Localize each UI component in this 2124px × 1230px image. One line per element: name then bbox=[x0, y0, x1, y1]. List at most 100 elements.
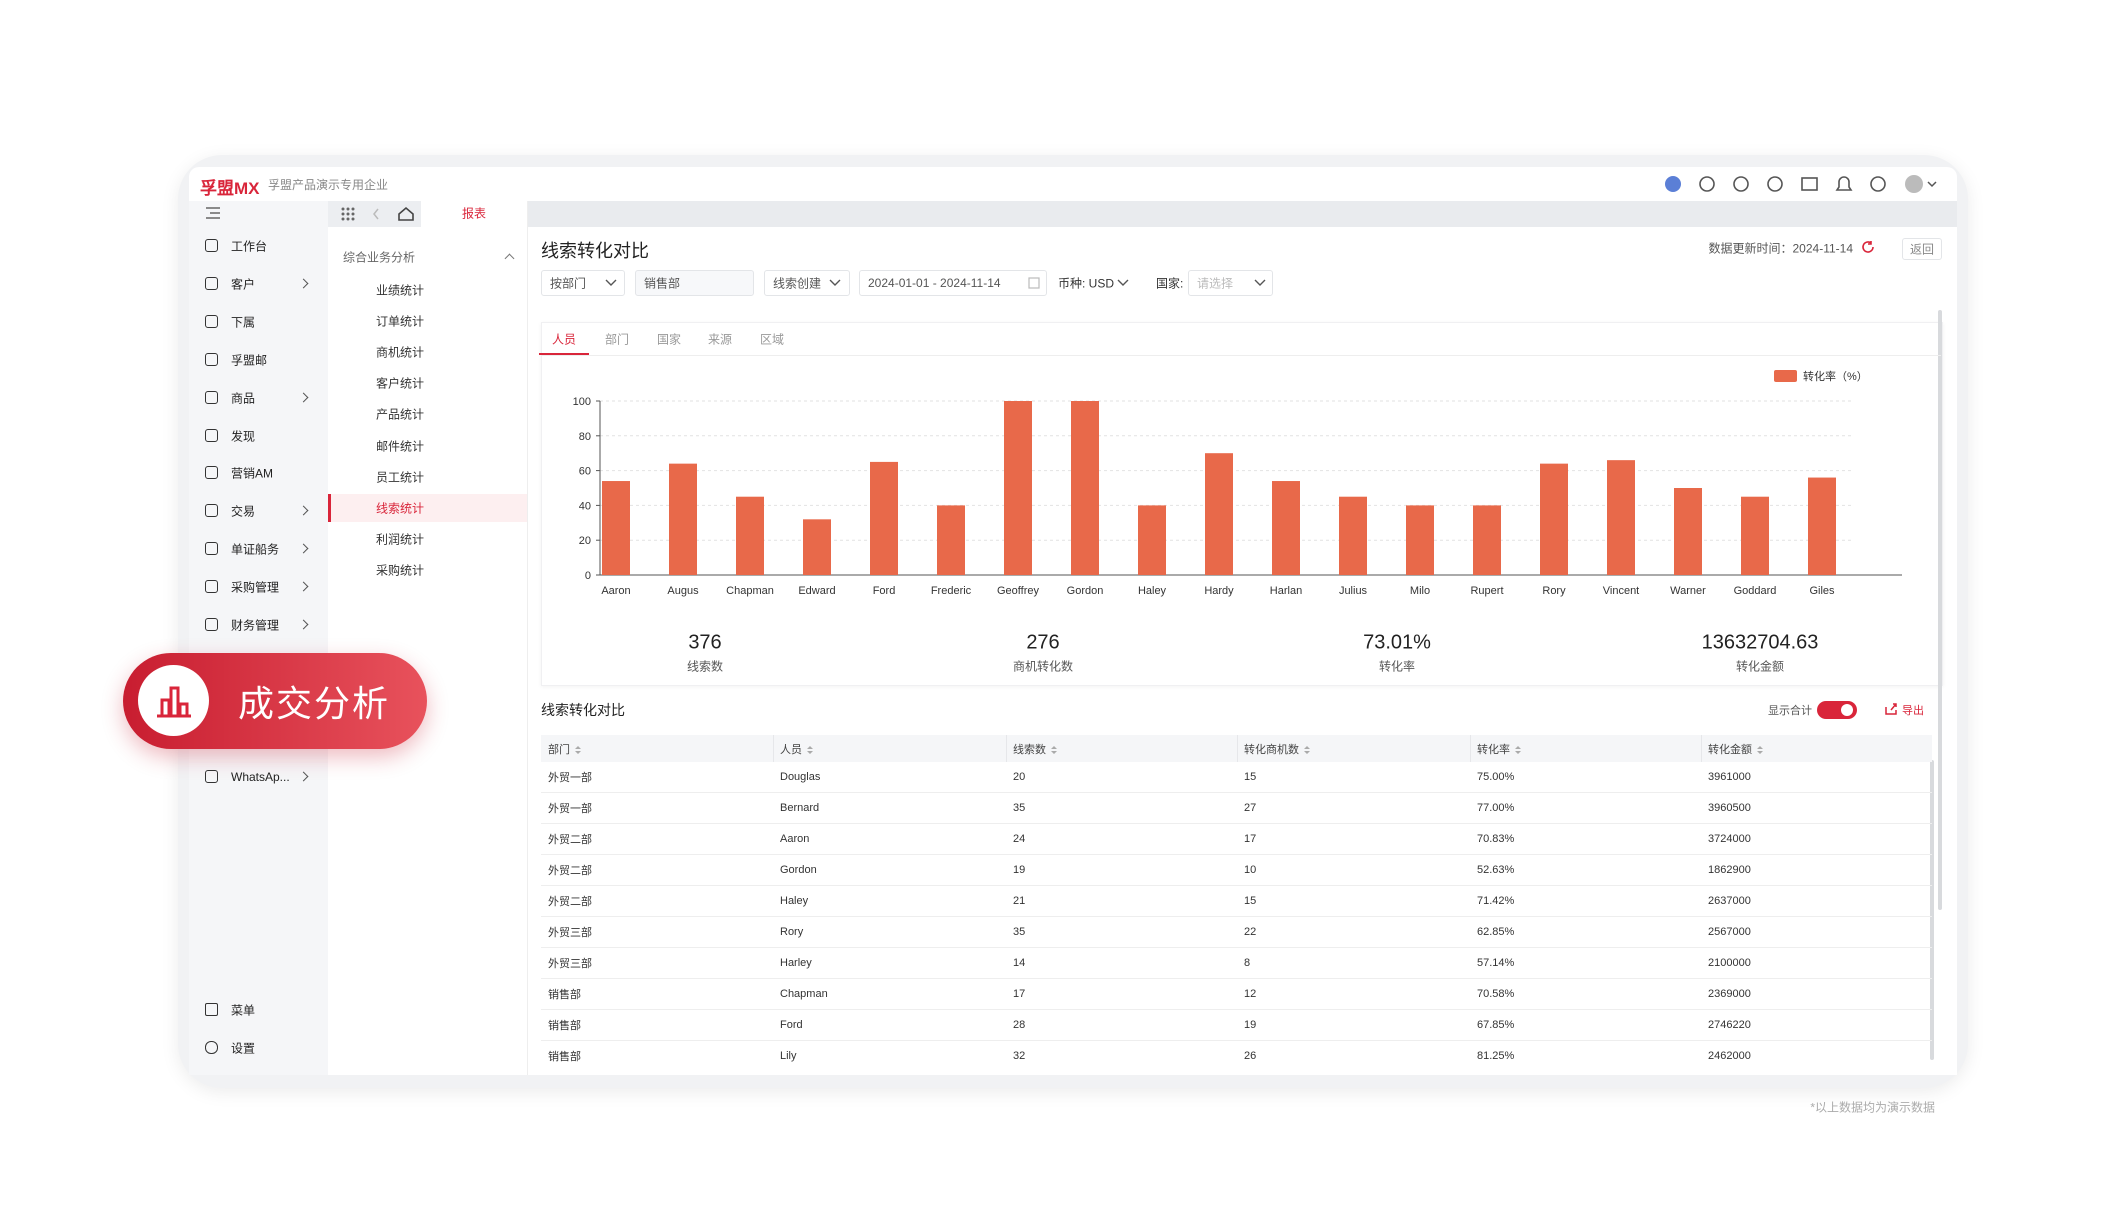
submenu-group[interactable]: 综合业务分析 bbox=[343, 250, 416, 265]
table-scrollbar bbox=[1930, 760, 1934, 1060]
chevron bbox=[605, 279, 617, 286]
nav-toggle[interactable] bbox=[205, 206, 221, 220]
table-row bbox=[541, 979, 1932, 1010]
nav-icon bbox=[205, 466, 218, 480]
table-cell: 2637000 bbox=[1708, 895, 1751, 907]
bar bbox=[937, 505, 965, 575]
icon-chat[interactable] bbox=[1665, 176, 1681, 192]
table-cell: 15 bbox=[1244, 895, 1257, 907]
department-input[interactable] bbox=[635, 270, 754, 296]
tab[interactable]: 人员 bbox=[551, 332, 577, 347]
column-header[interactable]: 线索数 bbox=[1013, 741, 1058, 757]
table-title: 线索转化对比 bbox=[541, 702, 625, 718]
date-type-select[interactable] bbox=[764, 270, 850, 296]
header-brand[interactable]: 孚盟MX bbox=[200, 179, 260, 198]
bar bbox=[1473, 505, 1501, 575]
group-by-select[interactable] bbox=[541, 270, 625, 296]
icon-whatsapp[interactable] bbox=[1767, 176, 1783, 192]
icon-home[interactable] bbox=[398, 206, 414, 221]
submenu-item[interactable]: 客户统计 bbox=[376, 376, 425, 391]
column-header[interactable]: 转化金额 bbox=[1708, 741, 1764, 757]
submenu-item[interactable]: 线索统计 bbox=[376, 501, 425, 516]
icon-t[interactable] bbox=[1733, 176, 1749, 192]
column-header[interactable]: 人员 bbox=[780, 741, 814, 757]
submenu-item[interactable]: 采购统计 bbox=[376, 563, 425, 578]
main-toolbar bbox=[528, 201, 1957, 227]
sort-icon[interactable] bbox=[574, 745, 582, 755]
stat-label: 线索数 bbox=[686, 659, 724, 674]
nav-label: 工作台 bbox=[231, 239, 268, 254]
submenu-item[interactable]: 业绩统计 bbox=[376, 283, 425, 298]
submenu-item[interactable]: 产品统计 bbox=[376, 407, 425, 422]
nav-label: WhatsAp... bbox=[231, 769, 290, 784]
nav-icon bbox=[205, 1003, 218, 1016]
icon-apps[interactable] bbox=[341, 207, 355, 221]
y-tick-label: 40 bbox=[579, 500, 591, 512]
nav-label: 交易 bbox=[231, 504, 256, 519]
header-icons bbox=[1665, 175, 1937, 193]
tab[interactable]: 区域 bbox=[759, 332, 785, 347]
x-tick-label: Julius bbox=[1339, 585, 1368, 597]
export-icon[interactable] bbox=[1884, 702, 1898, 716]
submenu-item[interactable]: 邮件统计 bbox=[376, 439, 425, 453]
icon-list[interactable] bbox=[1801, 177, 1818, 191]
icon-avatar[interactable] bbox=[1905, 175, 1923, 193]
table-cell: Chapman bbox=[780, 988, 828, 1000]
icon-support[interactable] bbox=[1699, 176, 1715, 192]
x-tick-label: Giles bbox=[1809, 585, 1835, 597]
refresh-icon[interactable] bbox=[1861, 240, 1875, 254]
tab[interactable]: 国家 bbox=[656, 332, 682, 347]
submenu-item[interactable]: 订单统计 bbox=[376, 314, 425, 329]
nav-label: 下属 bbox=[231, 315, 256, 330]
submenu-item[interactable]: 商机统计 bbox=[376, 345, 425, 360]
submenu-item[interactable]: 利润统计 bbox=[376, 532, 425, 547]
currency-select[interactable]: 币种: USD bbox=[1058, 276, 1115, 291]
column-header[interactable]: 转化商机数 bbox=[1244, 741, 1311, 757]
icon-bell[interactable] bbox=[1835, 176, 1853, 191]
tab[interactable]: 来源 bbox=[707, 332, 733, 347]
nav-bottom-label[interactable]: 设置 bbox=[231, 1041, 256, 1056]
nav-icon bbox=[205, 276, 218, 290]
nav-label: 孚盟邮 bbox=[231, 353, 268, 368]
bar bbox=[1808, 477, 1836, 575]
column-header[interactable]: 部门 bbox=[548, 741, 582, 757]
table-cell: 22 bbox=[1244, 926, 1257, 938]
filter-chevrons bbox=[605, 277, 1266, 289]
icon-help[interactable] bbox=[1870, 176, 1886, 192]
table-cell: 17 bbox=[1244, 833, 1257, 845]
nav-icon bbox=[205, 542, 218, 556]
submenu-item[interactable]: 员工统计 bbox=[376, 470, 425, 485]
badge-icon bbox=[157, 686, 191, 718]
icon-back[interactable] bbox=[373, 208, 379, 220]
column-header[interactable]: 转化率 bbox=[1477, 741, 1522, 757]
tab[interactable]: 部门 bbox=[604, 332, 630, 347]
group-by-value: 按部门 bbox=[550, 276, 587, 291]
nav-icon bbox=[205, 239, 218, 252]
sort-icon[interactable] bbox=[1050, 745, 1058, 755]
column-divider bbox=[773, 735, 774, 762]
sort-icon[interactable] bbox=[806, 745, 814, 755]
department-value: 销售部 bbox=[644, 276, 681, 291]
nav-label: 客户 bbox=[231, 277, 256, 292]
x-tick-label: Haley bbox=[1138, 585, 1167, 597]
x-tick-label: Augus bbox=[667, 585, 699, 597]
table-row bbox=[541, 948, 1932, 979]
sort-arrows bbox=[1757, 746, 1763, 755]
page-title: 线索转化对比 bbox=[541, 241, 649, 261]
export-label[interactable]: 导出 bbox=[1902, 705, 1924, 717]
back-button[interactable] bbox=[1902, 238, 1942, 260]
stat-value: 13632704.63 bbox=[1701, 631, 1819, 654]
table-cell: Douglas bbox=[780, 771, 821, 783]
sort-icon[interactable] bbox=[1756, 745, 1764, 755]
report-tab[interactable]: 报表 bbox=[461, 206, 487, 221]
sort-icon[interactable] bbox=[1303, 745, 1311, 755]
x-tick-label: Aaron bbox=[601, 585, 630, 597]
x-tick-label: Frederic bbox=[931, 585, 972, 597]
sort-icon[interactable] bbox=[1514, 745, 1522, 755]
badge-label: 成交分析 bbox=[238, 683, 391, 724]
date-range-input[interactable] bbox=[859, 270, 1047, 296]
bar bbox=[1004, 401, 1032, 575]
nav-bottom-label[interactable]: 菜单 bbox=[231, 1003, 256, 1018]
x-tick-label: Harlan bbox=[1270, 585, 1302, 597]
